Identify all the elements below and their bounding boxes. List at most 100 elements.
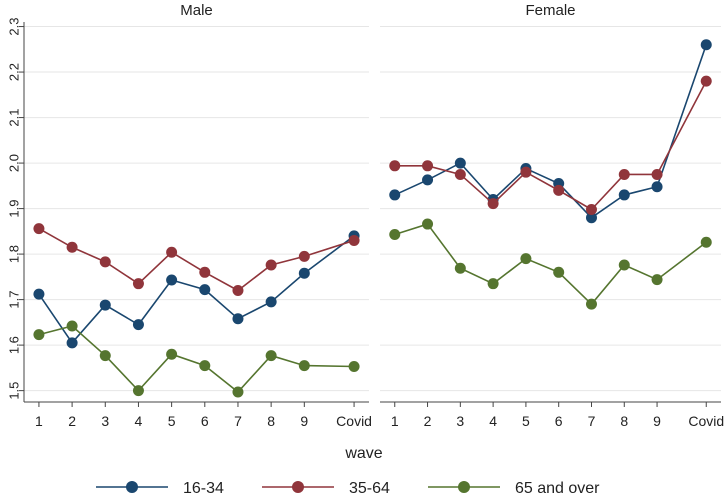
data-point (487, 278, 499, 290)
panel-female: Female 1 2 3 4 5 6 7 8 9 Covid (380, 2, 724, 429)
data-point (298, 250, 310, 262)
legend-label: 35-64 (349, 480, 390, 495)
series-line (38, 235, 355, 345)
data-point (389, 189, 401, 201)
data-point (389, 160, 401, 172)
data-point (199, 284, 211, 296)
data-point (232, 313, 244, 325)
series-line (394, 223, 707, 306)
data-point (33, 223, 45, 235)
panel-title: Male (180, 2, 213, 19)
x-tick-label: 9 (653, 413, 661, 429)
data-point (199, 360, 211, 372)
legend-swatch-marker (292, 481, 304, 493)
data-point (348, 361, 360, 373)
x-tick-label: 2 (424, 413, 432, 429)
series-line (394, 44, 708, 219)
data-point (651, 181, 663, 193)
data-point (618, 259, 630, 271)
legend-label: 16-34 (183, 480, 224, 495)
data-point (132, 278, 144, 290)
legend-label: 65 and over (515, 480, 600, 495)
data-point (585, 212, 597, 224)
data-point (166, 348, 178, 360)
x-tick-label: 5 (522, 413, 530, 429)
data-point (66, 337, 78, 349)
data-point (33, 288, 45, 300)
x-tick-label: Covid (336, 413, 372, 429)
data-point (132, 385, 144, 397)
x-tick-label: Covid (688, 413, 724, 429)
x-tick-label: 6 (555, 413, 563, 429)
x-tick-label: 5 (168, 413, 176, 429)
data-point (265, 259, 277, 271)
y-tick-label: 1.8 (6, 245, 21, 263)
y-tick-label: 2.1 (6, 109, 21, 127)
data-point (132, 319, 144, 331)
data-point (232, 386, 244, 398)
legend-item: 35-64 (262, 480, 390, 495)
data-point (166, 274, 178, 286)
data-point (618, 168, 630, 180)
data-point (199, 266, 211, 278)
x-tick-label: 2 (68, 413, 76, 429)
x-tick-label: 8 (620, 413, 628, 429)
data-point (33, 329, 45, 341)
y-tick-label: 1.5 (6, 382, 21, 400)
data-point (651, 274, 663, 286)
x-axis-label: wave (344, 445, 382, 462)
data-point (348, 234, 360, 246)
data-point (232, 285, 244, 297)
data-point (265, 296, 277, 308)
x-tick-label: 3 (456, 413, 464, 429)
data-point (454, 262, 466, 274)
data-point (520, 253, 532, 265)
data-point (454, 157, 466, 169)
series-line (394, 80, 707, 211)
x-tick-label: 4 (489, 413, 497, 429)
data-point (389, 229, 401, 241)
y-tick-label: 1.6 (6, 336, 21, 354)
series-line (38, 325, 355, 394)
data-point (298, 267, 310, 279)
legend-swatch-marker (126, 481, 138, 493)
x-tick-label: 8 (267, 413, 275, 429)
data-point (700, 39, 712, 51)
x-tick-label: 3 (101, 413, 109, 429)
x-tick-label: 1 (35, 413, 43, 429)
data-point (422, 218, 434, 230)
data-point (585, 298, 597, 310)
y-tick-label: 1.9 (6, 200, 21, 218)
x-tick-label: 7 (234, 413, 242, 429)
x-tick-label: 6 (201, 413, 209, 429)
x-tick-label: 9 (300, 413, 308, 429)
legend-item: 65 and over (428, 480, 600, 495)
data-point (618, 189, 630, 201)
legend-swatch-marker (458, 481, 470, 493)
data-point (700, 75, 712, 87)
data-point (66, 320, 78, 332)
data-point (99, 299, 111, 311)
panel-male: Male 1.5 1.6 1.7 1.8 1.9 2.0 2.1 2.2 2.3 1 2 3 4 5 6 7 8 9… (6, 2, 372, 429)
data-point (520, 166, 532, 178)
data-point (422, 160, 434, 172)
data-point (298, 360, 310, 372)
y-tick-label: 2.3 (6, 18, 21, 36)
panel-title: Female (525, 2, 575, 19)
y-tick-label: 1.7 (6, 291, 21, 309)
data-point (553, 184, 565, 196)
data-point (553, 266, 565, 278)
legend-item: 16-34 (96, 480, 224, 495)
data-point (66, 241, 78, 253)
data-point (99, 256, 111, 268)
y-tick-label: 2.0 (6, 154, 21, 172)
data-point (700, 236, 712, 248)
data-point (422, 174, 434, 186)
x-tick-label: 1 (391, 413, 399, 429)
data-point (651, 168, 663, 180)
data-point (166, 246, 178, 258)
data-point (265, 350, 277, 362)
data-point (487, 198, 499, 210)
y-tick-label: 2.2 (6, 63, 21, 81)
